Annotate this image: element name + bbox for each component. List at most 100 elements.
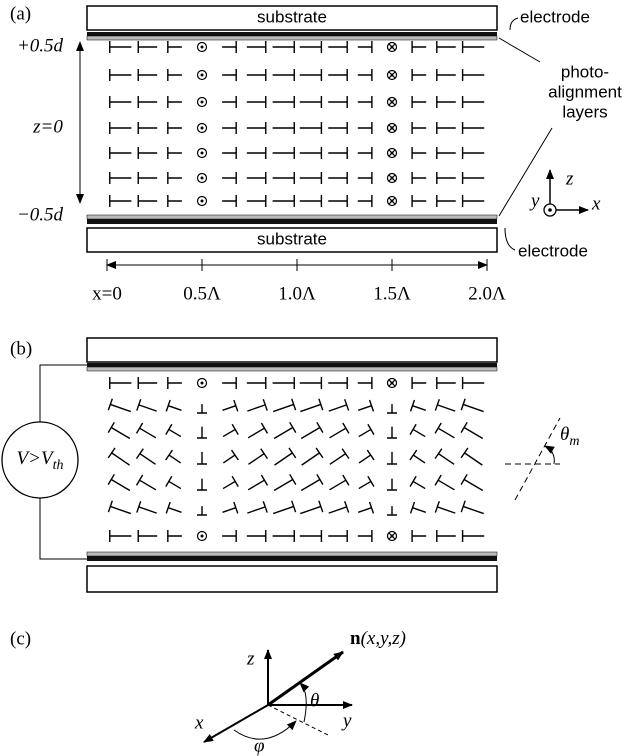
director	[461, 422, 486, 443]
director	[201, 152, 204, 155]
director-rod	[138, 96, 157, 108]
director-rod	[412, 69, 426, 81]
voltage-main: V>V	[17, 448, 55, 469]
director	[435, 501, 457, 519]
director	[328, 172, 347, 184]
director	[358, 147, 372, 159]
director-rod	[166, 400, 183, 416]
director-rod	[247, 69, 266, 81]
director	[437, 530, 456, 542]
director-rod	[222, 96, 236, 108]
director-rod	[461, 422, 486, 443]
director	[110, 172, 132, 184]
director	[245, 449, 267, 470]
director	[300, 195, 322, 207]
director-rod	[358, 195, 372, 207]
director	[271, 501, 295, 519]
director-rod	[271, 422, 296, 443]
director	[222, 172, 236, 184]
axis-label: z	[246, 648, 255, 669]
director	[410, 424, 428, 441]
director-rod	[358, 530, 372, 542]
director	[220, 476, 238, 493]
director-rod	[437, 195, 456, 207]
director-rod	[328, 96, 347, 108]
director	[389, 533, 395, 539]
director	[358, 122, 372, 134]
panel-a: (a) substrate substrate electrode electr…	[10, 3, 622, 304]
director-rod	[298, 448, 323, 470]
director-rod	[300, 147, 322, 159]
director	[247, 147, 266, 159]
director	[463, 122, 485, 134]
director-rod	[412, 96, 426, 108]
director	[271, 422, 296, 443]
angle-arc	[545, 446, 554, 464]
director	[273, 69, 295, 81]
director-rod	[435, 449, 457, 470]
axis-label: y	[529, 190, 540, 211]
director	[197, 506, 207, 515]
director	[327, 399, 349, 417]
panel-label: (b)	[10, 338, 32, 359]
director-rod	[138, 41, 157, 53]
director-rod	[247, 41, 266, 53]
director	[168, 195, 182, 207]
director-rod	[168, 96, 182, 108]
director-rod	[222, 41, 236, 53]
director-rod	[137, 449, 159, 470]
director-rod	[221, 400, 238, 416]
director-rod	[247, 147, 266, 159]
director	[166, 502, 183, 518]
director	[247, 377, 266, 389]
director	[356, 502, 373, 518]
director-rod	[108, 448, 133, 470]
director	[108, 501, 132, 519]
substrate	[87, 566, 497, 592]
director	[201, 177, 204, 180]
director-rod	[327, 501, 349, 519]
director	[358, 377, 372, 389]
director-rod	[328, 147, 347, 159]
director-rod	[222, 377, 236, 389]
director-rod	[245, 449, 267, 470]
phi-label: φ	[254, 735, 265, 756]
director	[273, 530, 295, 542]
director	[327, 449, 349, 470]
phi-arc	[234, 721, 296, 739]
director	[411, 400, 428, 416]
director-rod	[298, 474, 323, 495]
axis-y-dot	[548, 208, 552, 212]
director-rod	[110, 530, 132, 542]
director	[387, 404, 397, 413]
director-rod	[273, 377, 295, 389]
director	[300, 530, 322, 542]
director-n: n	[350, 628, 361, 649]
director-rod	[273, 41, 295, 53]
director	[463, 41, 485, 53]
director	[197, 479, 207, 490]
alignment-layer	[87, 367, 497, 371]
director	[389, 380, 395, 386]
axis-label: y	[341, 710, 352, 731]
director-rod	[271, 474, 296, 495]
director-rod	[247, 172, 266, 184]
director	[298, 474, 323, 495]
director	[412, 96, 426, 108]
director-rod	[247, 377, 266, 389]
director-rod	[300, 172, 322, 184]
director	[168, 530, 182, 542]
director-rod	[328, 122, 347, 134]
director-rod	[138, 69, 157, 81]
director	[410, 476, 428, 493]
director-rod	[463, 96, 485, 108]
director	[412, 530, 426, 542]
director	[461, 399, 485, 417]
leader	[505, 228, 515, 250]
director-rod	[327, 449, 349, 470]
director-rod	[168, 122, 182, 134]
director-rod	[461, 501, 485, 519]
director-rod	[220, 450, 238, 468]
director	[138, 96, 157, 108]
director	[201, 101, 204, 104]
